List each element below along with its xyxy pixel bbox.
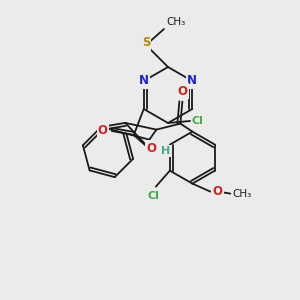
Text: O: O: [146, 142, 156, 154]
Text: CH₃: CH₃: [232, 189, 252, 199]
Text: CH₃: CH₃: [166, 17, 185, 27]
Text: O: O: [98, 124, 108, 137]
Text: S: S: [142, 37, 150, 50]
Text: O: O: [177, 85, 188, 98]
Text: Cl: Cl: [148, 190, 160, 201]
Text: O: O: [212, 185, 222, 198]
Text: H: H: [161, 146, 170, 156]
Text: N: N: [139, 74, 149, 88]
Text: N: N: [147, 145, 157, 158]
Text: N: N: [187, 74, 197, 88]
Text: Cl: Cl: [192, 116, 204, 126]
